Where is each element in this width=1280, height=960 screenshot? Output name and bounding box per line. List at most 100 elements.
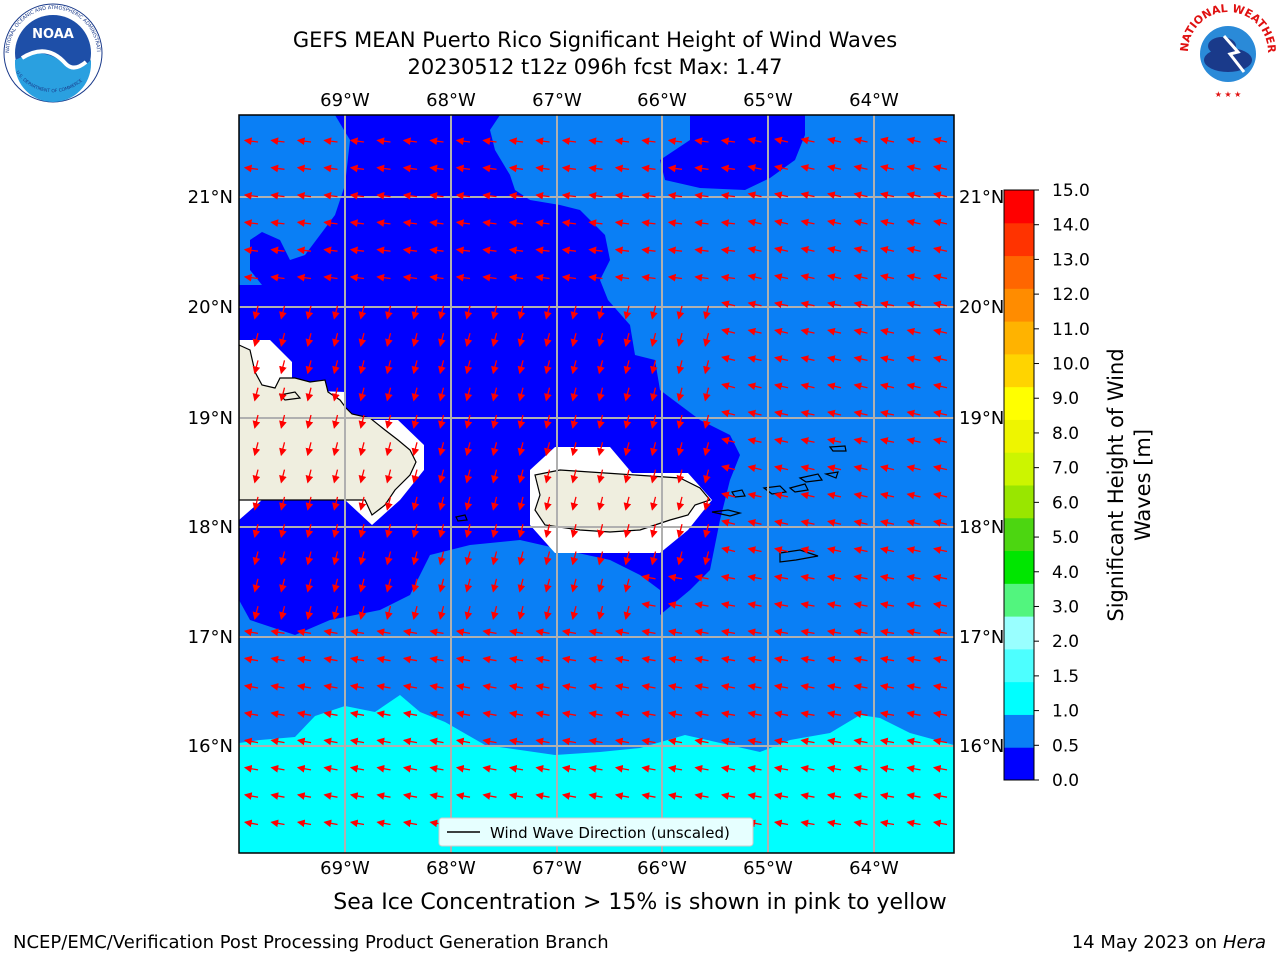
wave-direction-arrow xyxy=(827,518,842,527)
wave-direction-arrow xyxy=(932,628,948,637)
wave-direction-arrow xyxy=(906,382,921,391)
wave-direction-arrow xyxy=(243,819,259,828)
wave-direction-arrow xyxy=(721,546,736,554)
wave-direction-arrow xyxy=(667,710,683,718)
wave-direction-arrow xyxy=(385,414,393,429)
wave-direction-arrow xyxy=(667,628,683,637)
wave-direction-arrow xyxy=(800,601,815,609)
wave-direction-arrow xyxy=(544,442,552,457)
wave-direction-arrow xyxy=(932,764,948,773)
wave-direction-arrow xyxy=(906,573,921,582)
colorbar-swatch xyxy=(1004,747,1034,781)
wave-direction-arrow xyxy=(270,628,285,637)
wave-direction-arrow xyxy=(720,628,736,637)
wave-direction-arrow xyxy=(429,191,444,200)
wave-direction-arrow xyxy=(402,710,418,718)
lat-label: 20°N xyxy=(959,297,1004,318)
wave-direction-arrow xyxy=(827,164,842,172)
wave-direction-arrow xyxy=(747,601,762,609)
wave-direction-arrow xyxy=(491,414,499,429)
wave-direction-arrow xyxy=(508,219,524,227)
wave-direction-arrow xyxy=(561,655,577,664)
wave-direction-arrow xyxy=(853,164,868,172)
wave-direction-arrow xyxy=(323,737,338,746)
colorbar-tick-label: 15.0 xyxy=(1052,181,1090,201)
wave-direction-arrow xyxy=(827,437,842,445)
wave-direction-arrow xyxy=(491,305,499,320)
wave-direction-arrow xyxy=(720,273,736,282)
wave-direction-arrow xyxy=(853,464,868,473)
wave-direction-arrow xyxy=(906,191,921,200)
wave-direction-arrow xyxy=(270,219,285,227)
map-frame xyxy=(238,114,955,854)
colorbar-swatch xyxy=(1004,386,1034,420)
wave-direction-arrow xyxy=(933,464,948,473)
wave-direction-arrow xyxy=(800,409,815,418)
wave-direction-arrow xyxy=(517,332,526,347)
wave-direction-arrow xyxy=(933,136,948,145)
wave-direction-arrow xyxy=(305,332,314,347)
wave-direction-arrow xyxy=(694,737,709,746)
wave-direction-arrow xyxy=(933,382,948,391)
wave-direction-arrow xyxy=(491,360,499,375)
wave-direction-arrow xyxy=(906,764,921,773)
wave-direction-arrow xyxy=(358,442,367,457)
wave-direction-arrow xyxy=(800,327,815,336)
wave-direction-arrow xyxy=(535,219,550,227)
wave-direction-arrow xyxy=(641,628,656,637)
wave-direction-arrow xyxy=(296,246,312,255)
wave-direction-arrow xyxy=(932,683,948,691)
wave-direction-arrow xyxy=(721,327,736,336)
wave-direction-arrow xyxy=(826,819,842,828)
wave-direction-arrow xyxy=(429,273,444,282)
wave-direction-arrow xyxy=(614,764,630,773)
wave-direction-arrow xyxy=(358,496,367,511)
wave-direction-arrow xyxy=(747,683,762,691)
wave-direction-arrow xyxy=(385,387,393,402)
wave-direction-arrow xyxy=(243,655,259,664)
wave-direction-arrow xyxy=(676,496,685,511)
wave-direction-arrow xyxy=(694,792,709,800)
wave-direction-arrow xyxy=(279,551,287,566)
wave-direction-arrow xyxy=(597,387,605,402)
wave-direction-arrow xyxy=(305,605,314,620)
wave-direction-arrow xyxy=(376,683,391,691)
wave-direction-arrow xyxy=(933,245,948,254)
wave-direction-arrow xyxy=(517,442,526,457)
wave-direction-arrow xyxy=(438,605,446,620)
wave-direction-arrow xyxy=(411,387,420,402)
wave-direction-arrow xyxy=(402,683,418,691)
wave-direction-arrow xyxy=(667,737,683,746)
wave-direction-arrow xyxy=(827,546,842,554)
wave-direction-arrow xyxy=(358,524,367,539)
lat-label: 20°N xyxy=(188,297,233,318)
arrow-legend: Wind Wave Direction (unscaled) xyxy=(438,817,754,847)
wave-direction-arrow xyxy=(270,191,285,200)
wave-direction-arrow xyxy=(747,382,762,391)
wave-direction-arrow xyxy=(323,191,338,200)
wave-direction-arrow xyxy=(827,245,842,254)
wave-direction-arrow xyxy=(650,551,658,566)
wave-direction-arrow xyxy=(376,273,391,282)
wave-direction-arrow xyxy=(853,409,868,418)
wave-direction-arrow xyxy=(676,524,685,539)
wave-direction-arrow xyxy=(879,792,895,800)
wave-direction-arrow xyxy=(535,628,550,637)
colorbar-tick-label: 8.0 xyxy=(1052,424,1079,444)
wave-direction-arrow xyxy=(676,332,685,347)
wave-direction-arrow xyxy=(296,737,312,746)
wave-direction-arrow xyxy=(296,764,312,773)
wave-direction-arrow xyxy=(641,683,656,691)
wave-direction-arrow xyxy=(402,273,418,282)
lon-label: 67°W xyxy=(532,90,582,111)
wave-direction-arrow xyxy=(411,414,420,429)
wave-direction-arrow xyxy=(773,710,789,718)
wave-direction-arrow xyxy=(853,546,868,554)
wave-direction-arrow xyxy=(826,601,842,609)
wave-direction-arrow xyxy=(270,273,285,282)
wave-direction-arrow xyxy=(296,710,312,718)
wave-direction-arrow xyxy=(332,387,340,402)
wave-direction-arrow xyxy=(491,524,499,539)
wave-direction-arrow xyxy=(880,437,895,445)
wave-direction-arrow xyxy=(906,245,921,254)
